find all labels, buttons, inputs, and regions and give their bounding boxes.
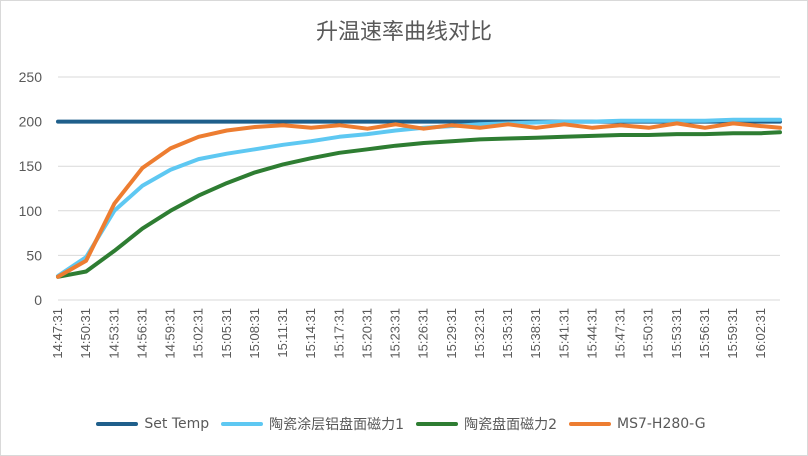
legend-item: 陶瓷涂层铝盘面磁力1	[221, 414, 404, 434]
legend-swatch	[96, 422, 139, 426]
x-tick-label: 15:50:31	[641, 308, 656, 359]
x-tick-label: 14:47:31	[50, 308, 65, 359]
x-tick-label: 15:47:31	[613, 308, 628, 359]
x-tick-label: 15:26:31	[416, 308, 431, 359]
x-tick-label: 15:56:31	[697, 308, 712, 359]
y-tick-label: 100	[19, 203, 43, 219]
legend-item: 陶瓷盘面磁力2	[416, 414, 557, 434]
x-tick-label: 15:11:31	[275, 308, 290, 358]
x-tick-label: 15:35:31	[500, 308, 515, 359]
x-tick-label: 15:29:31	[444, 308, 459, 359]
x-tick-label: 14:56:31	[134, 308, 149, 359]
legend-label: 陶瓷涂层铝盘面磁力1	[269, 417, 405, 433]
legend-label: 陶瓷盘面磁力2	[464, 417, 557, 433]
x-tick-label: 15:41:31	[556, 308, 571, 359]
chart-title: 升温速率曲线对比	[315, 20, 492, 45]
y-tick-label: 150	[19, 158, 43, 174]
series-line	[56, 121, 782, 279]
x-tick-label: 14:53:31	[106, 308, 121, 359]
legend-swatch	[569, 422, 611, 426]
x-tick-label: 15:02:31	[191, 308, 206, 359]
legend-item: Set Temp	[96, 416, 209, 432]
x-tick-label: 14:50:31	[78, 308, 93, 359]
chart-legend: Set Temp 陶瓷涂层铝盘面磁力1 陶瓷盘面磁力2 MS7-H280-G	[0, 414, 808, 434]
x-tick-label: 16:02:31	[753, 308, 768, 359]
x-tick-label: 15:59:31	[725, 308, 740, 359]
series-line	[56, 130, 782, 279]
x-tick-label: 15:38:31	[528, 308, 543, 359]
x-tick-label: 15:05:31	[219, 308, 234, 359]
x-axis-ticks: 14:47:31 14:50:31 14:53:31 14:56:31 14:59:31…	[50, 308, 768, 359]
legend-swatch	[416, 422, 459, 426]
x-tick-label: 15:14:31	[303, 308, 318, 359]
gridlines	[58, 76, 780, 301]
legend-label: Set Temp	[144, 416, 210, 432]
y-tick-label: 0	[34, 292, 42, 308]
legend-swatch	[221, 422, 264, 426]
legend-item: MS7-H280-G	[569, 416, 706, 432]
x-tick-label: 15:53:31	[669, 308, 684, 359]
x-tick-label: 15:20:31	[359, 308, 374, 359]
x-tick-label: 15:08:31	[247, 308, 262, 359]
x-tick-label: 15:17:31	[331, 308, 346, 359]
x-tick-label: 15:44:31	[584, 308, 599, 359]
x-tick-label: 14:59:31	[163, 308, 178, 359]
y-tick-label: 200	[19, 114, 43, 130]
x-tick-label: 15:23:31	[388, 308, 403, 359]
y-tick-label: 50	[26, 247, 42, 263]
series-lines	[56, 117, 782, 279]
legend-label: MS7-H280-G	[617, 416, 706, 432]
y-tick-label: 250	[19, 69, 43, 85]
y-axis-ticks: 0 50 100 150 200 250	[19, 69, 43, 308]
x-tick-label: 15:32:31	[472, 308, 487, 359]
